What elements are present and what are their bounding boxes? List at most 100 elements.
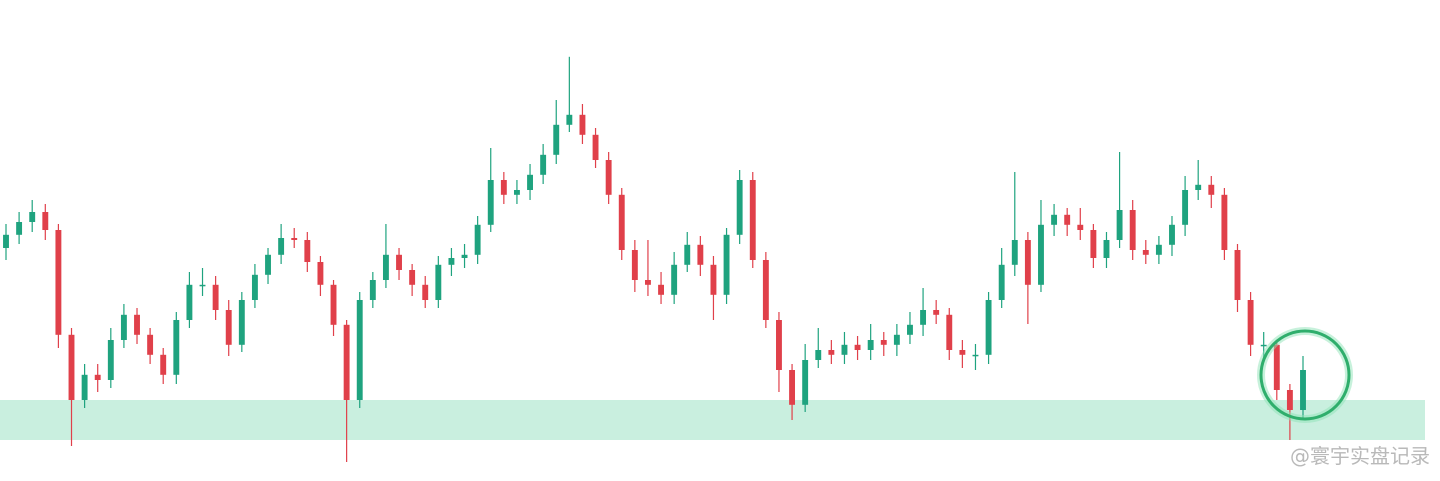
candle-body — [1273, 344, 1280, 390]
watermark: @寰宇实盘记录 — [1290, 444, 1430, 468]
candle-body — [631, 250, 638, 280]
candle-body — [68, 334, 75, 400]
candle-body — [513, 190, 520, 195]
candle-body — [553, 124, 560, 155]
candle-body — [802, 360, 809, 405]
candle-body — [592, 134, 599, 160]
candle-body — [396, 254, 402, 270]
candle-body — [238, 300, 245, 345]
candle-body — [382, 254, 389, 280]
candle-body — [854, 344, 861, 350]
candle-body — [474, 224, 481, 255]
candle-body — [278, 238, 285, 255]
candle-body — [998, 264, 1005, 300]
candle-body — [566, 114, 573, 125]
candle-body — [618, 194, 625, 250]
candle-body — [356, 300, 363, 400]
candle-body — [749, 180, 756, 260]
candle-body — [789, 370, 796, 405]
candle-body — [736, 180, 743, 235]
candle-body — [880, 340, 887, 345]
candle-body — [1182, 190, 1189, 225]
candle-body — [251, 274, 258, 300]
candle-body — [42, 212, 49, 230]
candle-body — [828, 350, 835, 355]
candle-body — [120, 314, 127, 340]
candle-body — [907, 324, 913, 335]
candle-body — [671, 264, 678, 295]
candle-body — [1077, 224, 1084, 230]
candle-body — [658, 284, 664, 295]
candle-body — [343, 324, 350, 400]
candle-body — [867, 340, 874, 350]
candle-body — [1260, 344, 1267, 347]
candle-body — [1129, 210, 1136, 250]
candle-body — [1038, 224, 1044, 285]
candle-body — [94, 374, 101, 380]
candle-body — [933, 310, 940, 315]
candle-body — [1142, 250, 1149, 255]
candle-body — [422, 284, 429, 300]
candle-body — [435, 264, 442, 300]
candle-body — [409, 270, 416, 285]
candle-body — [1300, 370, 1306, 410]
candle-body — [776, 320, 782, 370]
candle-body — [160, 354, 167, 375]
candle-body — [605, 160, 612, 195]
candle-body — [527, 174, 533, 190]
candle-body — [697, 244, 704, 265]
highlight-circle — [1259, 329, 1351, 421]
candle-body — [946, 314, 953, 350]
candle-body — [893, 334, 900, 345]
candle-body — [1116, 210, 1123, 240]
candle-body — [173, 320, 180, 375]
candle-body — [304, 240, 311, 262]
candle-body — [645, 280, 651, 285]
candle-body — [199, 284, 206, 287]
candle-body — [920, 310, 927, 325]
candle-body — [972, 354, 979, 357]
candle-body — [81, 374, 88, 400]
candle-body — [317, 262, 324, 285]
candle-body — [461, 254, 468, 258]
candle-body — [1221, 194, 1228, 250]
candle-body — [1051, 214, 1058, 225]
candle-body — [3, 234, 9, 248]
candle-body — [1155, 244, 1162, 255]
candle-body — [1011, 240, 1018, 265]
candle-body — [16, 222, 23, 235]
candle-body — [265, 254, 271, 275]
candle-body — [1103, 240, 1110, 258]
candle-body — [841, 344, 848, 355]
candle-body — [29, 212, 36, 222]
candle-body — [107, 340, 114, 380]
candle-body — [1024, 240, 1031, 285]
candle-body — [1169, 224, 1175, 245]
zone-layer — [0, 400, 1425, 440]
candle-body — [55, 230, 62, 335]
candle-body — [723, 234, 730, 295]
candle-body — [959, 350, 966, 355]
candle-body — [1195, 184, 1202, 190]
candle-body — [500, 180, 507, 195]
candle-body — [1064, 214, 1071, 225]
candle-body — [1286, 390, 1293, 410]
candle-body — [134, 314, 140, 335]
candle-body — [186, 284, 193, 320]
candle-body — [212, 284, 219, 310]
candle-body — [291, 238, 298, 240]
candle-body — [225, 310, 232, 345]
candle-body — [487, 180, 494, 225]
candle-body — [330, 284, 337, 325]
candle-body — [710, 264, 717, 295]
candle-body — [1234, 250, 1241, 300]
candle-body — [448, 258, 455, 265]
candle-body — [684, 244, 691, 265]
candle-body — [1247, 300, 1254, 345]
candle-body — [1208, 184, 1215, 195]
support-zone — [0, 400, 1425, 440]
candle-body — [815, 350, 822, 360]
candle-body — [762, 260, 769, 320]
candle-layer — [3, 56, 1306, 462]
